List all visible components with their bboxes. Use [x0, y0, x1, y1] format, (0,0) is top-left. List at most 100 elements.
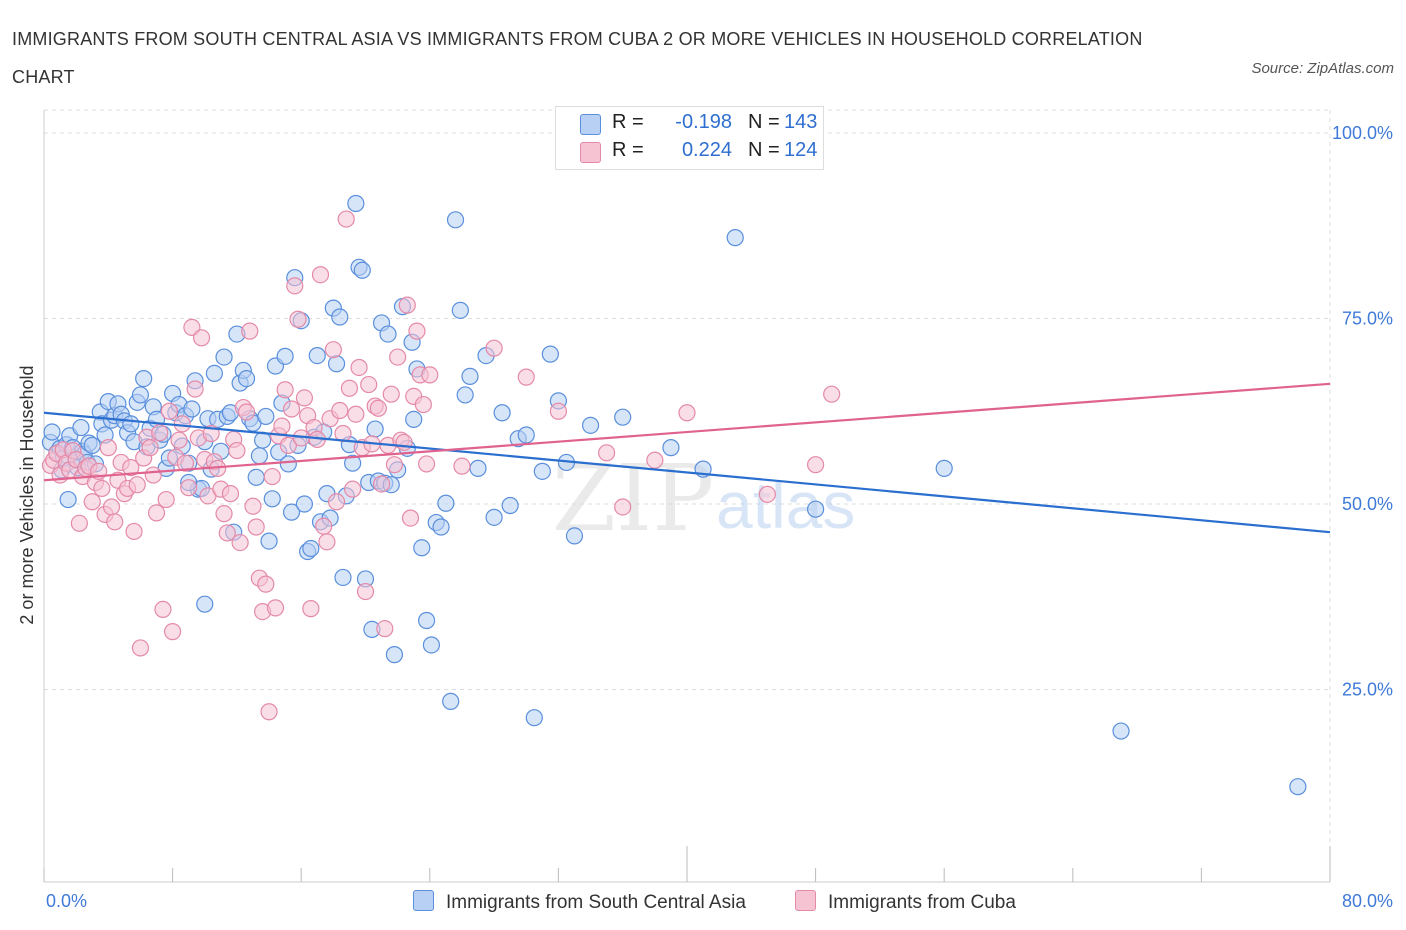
data-point-cuba — [340, 379, 359, 397]
data-point-cuba — [170, 431, 188, 449]
data-point-cuba — [347, 405, 365, 423]
legend-n-label: N = — [748, 111, 780, 133]
data-point-cuba — [331, 401, 349, 420]
data-point-cuba — [263, 467, 281, 486]
data-point-cuba — [421, 366, 439, 384]
data-point-cuba — [806, 456, 825, 474]
data-point-cuba — [93, 479, 111, 498]
data-point-cuba — [344, 480, 362, 498]
data-point-south-central-asia — [501, 496, 519, 515]
data-point-cuba — [385, 456, 404, 474]
legend-r-label: R = — [612, 111, 644, 133]
legend-swatch-pink — [580, 142, 601, 163]
bottom-legend-label: Immigrants from Cuba — [828, 892, 1016, 913]
legend-r-value: 0.224 — [681, 139, 732, 161]
legend-swatch-blue — [580, 114, 601, 135]
chart-title: IMMIGRANTS FROM SOUTH CENTRAL ASIA VS IM… — [12, 29, 1143, 87]
data-point-south-central-asia — [456, 386, 474, 404]
data-point-cuba — [517, 368, 535, 386]
data-point-cuba — [417, 455, 436, 473]
data-point-south-central-asia — [517, 426, 535, 444]
series-cuba — [41, 210, 841, 721]
data-point-south-central-asia — [1112, 722, 1130, 740]
data-point-cuba — [389, 348, 407, 366]
data-point-cuba — [247, 518, 265, 536]
data-point-south-central-asia — [442, 692, 460, 710]
legend-n-label: N = — [748, 139, 780, 161]
data-point-south-central-asia — [806, 500, 825, 518]
data-point-cuba — [758, 485, 776, 503]
data-point-cuba — [215, 505, 233, 523]
data-point-cuba — [315, 517, 333, 535]
data-point-cuba — [237, 403, 256, 421]
data-point-cuba — [485, 339, 503, 357]
data-point-south-central-asia — [461, 367, 479, 385]
data-point-cuba — [614, 498, 632, 516]
data-point-south-central-asia — [726, 229, 744, 247]
data-point-south-central-asia — [446, 211, 465, 229]
bottom-legend-label: Immigrants from South Central Asia — [446, 892, 746, 913]
data-point-cuba — [131, 639, 150, 657]
watermark-atlas: atlas — [716, 468, 855, 542]
bottom-legend-cuba: Immigrants from Cuba — [795, 890, 1016, 914]
data-point-cuba — [286, 277, 304, 295]
data-point-south-central-asia — [282, 503, 301, 521]
data-point-cuba — [218, 524, 236, 542]
data-point-cuba — [823, 385, 841, 403]
data-point-cuba — [147, 504, 166, 522]
data-point-south-central-asia — [302, 539, 320, 558]
data-point-cuba — [260, 703, 278, 721]
data-point-south-central-asia — [183, 400, 201, 418]
data-point-cuba — [324, 341, 342, 359]
data-point-cuba — [125, 522, 143, 541]
data-point-cuba — [141, 439, 159, 457]
data-point-cuba — [646, 451, 664, 469]
data-point-south-central-asia — [347, 194, 365, 213]
y-tick-label: 100.0% — [1332, 123, 1393, 143]
legend-n-value: 124 — [784, 139, 818, 161]
data-point-south-central-asia — [260, 532, 278, 550]
data-point-cuba — [99, 439, 117, 457]
data-point-cuba — [360, 375, 378, 394]
trend-line-cuba — [43, 382, 1331, 482]
data-point-south-central-asia — [205, 364, 223, 383]
data-point-south-central-asia — [122, 415, 140, 433]
data-point-south-central-asia — [276, 347, 294, 365]
data-point-cuba — [257, 575, 275, 593]
data-point-south-central-asia — [250, 447, 269, 465]
data-point-south-central-asia — [935, 459, 953, 477]
y-tick-label: 25.0% — [1342, 680, 1393, 700]
data-point-south-central-asia — [353, 261, 371, 279]
data-point-cuba — [221, 485, 240, 503]
data-point-cuba — [186, 380, 204, 398]
data-point-south-central-asia — [279, 455, 297, 473]
data-point-south-central-asia — [331, 308, 349, 326]
data-point-cuba — [337, 210, 355, 228]
y-axis-label: 2 or more Vehicles in Household — [17, 365, 37, 624]
data-point-south-central-asia — [72, 418, 90, 437]
data-point-south-central-asia — [485, 508, 503, 526]
stats-legend: R = -0.198 N = 143 R = 0.224 N = 124 — [555, 106, 824, 170]
data-point-cuba — [102, 498, 121, 516]
data-point-south-central-asia — [247, 468, 265, 486]
data-point-south-central-asia — [422, 636, 441, 654]
data-point-cuba — [395, 433, 413, 452]
data-point-south-central-asia — [295, 495, 314, 513]
y-tick-label: 75.0% — [1342, 309, 1393, 329]
data-point-south-central-asia — [437, 494, 455, 512]
data-point-cuba — [453, 457, 471, 475]
data-point-cuba — [241, 322, 259, 340]
data-point-cuba — [180, 479, 198, 497]
data-point-south-central-asia — [334, 568, 352, 587]
data-point-cuba — [372, 475, 391, 493]
data-point-south-central-asia — [83, 436, 101, 454]
source-label: Source: ZipAtlas.com — [1251, 60, 1394, 77]
data-point-cuba — [266, 599, 285, 617]
data-point-cuba — [70, 514, 88, 532]
data-point-cuba — [318, 533, 336, 551]
axes — [43, 110, 1331, 883]
bottom-legend-swatch-pink — [795, 890, 816, 911]
data-point-south-central-asia — [469, 459, 487, 477]
data-point-south-central-asia — [344, 454, 362, 472]
data-point-south-central-asia — [1289, 778, 1307, 796]
